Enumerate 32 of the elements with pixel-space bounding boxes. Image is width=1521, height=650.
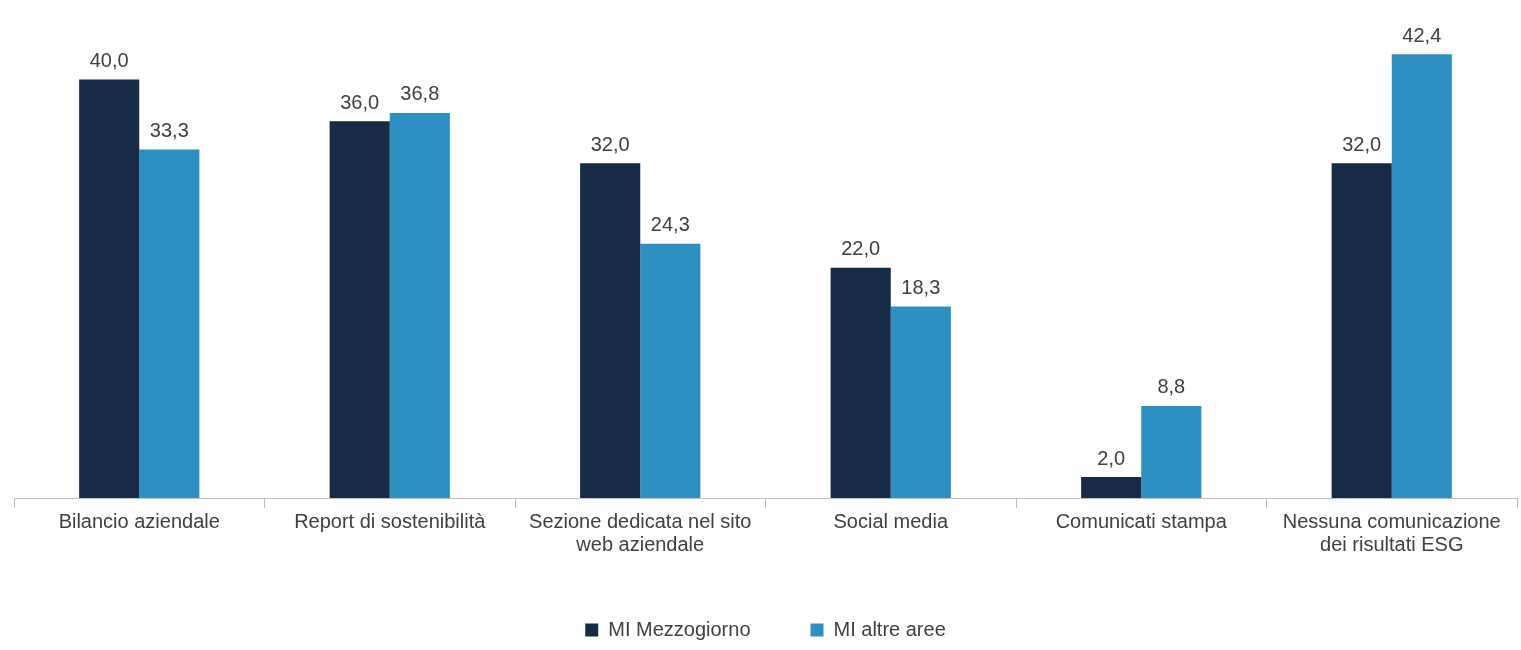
data-label: 18,3 <box>901 276 941 299</box>
bar <box>79 79 140 498</box>
bar <box>1141 405 1202 498</box>
bar <box>1391 54 1452 498</box>
data-label: 24,3 <box>650 213 690 236</box>
bar <box>640 243 701 498</box>
data-label: 36,8 <box>400 82 440 105</box>
data-label: 33,3 <box>149 119 189 142</box>
data-label: 2,0 <box>1097 446 1126 469</box>
data-label: 40,0 <box>89 48 129 71</box>
bar <box>389 112 450 498</box>
bar <box>1081 477 1142 498</box>
bar <box>830 267 891 498</box>
x-tick-label: Social media <box>833 510 949 533</box>
data-label: 32,0 <box>1342 132 1382 155</box>
legend-label: MI altre aree <box>833 617 946 640</box>
x-tick-label: Sezione dedicata nel sito web aziendale <box>529 510 752 556</box>
x-tick-label: Comunicati stampa <box>1055 510 1228 533</box>
bar <box>580 163 641 498</box>
bar <box>890 306 951 498</box>
legend-label: MI Mezzogiorno <box>608 617 751 640</box>
x-tick-label: Report di sostenibilità <box>294 510 487 533</box>
x-tick-label: Bilancio aziendale <box>58 510 220 533</box>
bar <box>1331 163 1392 498</box>
data-label: 32,0 <box>590 132 630 155</box>
bar <box>139 149 200 498</box>
data-label: 42,4 <box>1402 23 1442 46</box>
data-label: 8,8 <box>1157 375 1186 398</box>
bar <box>329 121 390 498</box>
x-tick-label: Nessuna comunicazione dei risultati ESG <box>1282 510 1501 556</box>
data-label: 36,0 <box>340 90 380 113</box>
data-label: 22,0 <box>841 237 881 260</box>
